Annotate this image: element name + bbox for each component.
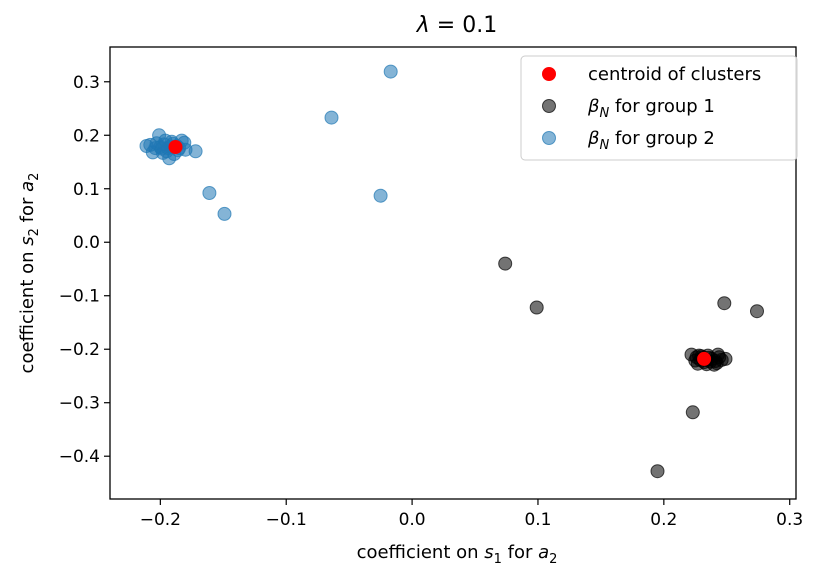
group-1-point [685,405,700,420]
y-tick-label: 0.0 [73,233,100,253]
y-tick-label: −0.1 [59,287,100,307]
centroid-point [697,351,712,366]
group-2-point [202,186,217,200]
centroid-point [168,140,183,154]
group-1-point [750,304,764,319]
y-tick-label: 0.2 [73,126,100,146]
legend-entry-label: βN for group 1 [587,96,715,121]
group-1-point [650,464,665,479]
x-tick-label: 0.1 [524,510,551,530]
x-tick-label: 0.3 [776,510,803,530]
legend-box [520,55,798,161]
x-axis-label: coefficient on s1 for a2 [357,542,558,567]
group-2-point [324,110,339,125]
group-2-point [383,64,398,79]
x-tick-label: −0.1 [266,510,307,530]
legend-marker [542,99,556,113]
legend: centroid of clusters βN for group 1 βN for… [520,55,798,161]
legend-marker [542,67,556,81]
y-tick-label: 0.1 [73,180,100,200]
chart-title: λ = 0.1 [416,13,497,38]
legend-entry-label: βN for group 2 [587,128,715,153]
y-axis-label: coefficient on s2 for a2 [17,173,42,374]
axis-ticks: −0.2 −0.1 0.0 0.1 0.2 0.3 0.3 0.2 0.1 0.0 −0.1 −0.2… [59,73,804,530]
legend-entry-label: centroid of clusters [588,64,761,85]
x-tick-label: 0.2 [650,510,677,530]
plot-area [139,64,764,479]
group-2-point [217,206,232,221]
legend-marker [542,131,556,145]
y-tick-label: −0.3 [59,394,100,414]
axes-frame [109,46,797,500]
group-2-point [143,137,158,152]
group-2-point [373,188,388,203]
y-tick-label: −0.2 [59,340,100,360]
x-tick-label: −0.2 [140,510,181,530]
group-1-point [717,296,732,311]
group-1-point [529,300,544,315]
y-tick-label: 0.3 [73,73,100,93]
x-tick-label: 0.0 [399,510,426,530]
y-tick-label: −0.4 [59,447,100,467]
group-1-point [498,256,513,271]
